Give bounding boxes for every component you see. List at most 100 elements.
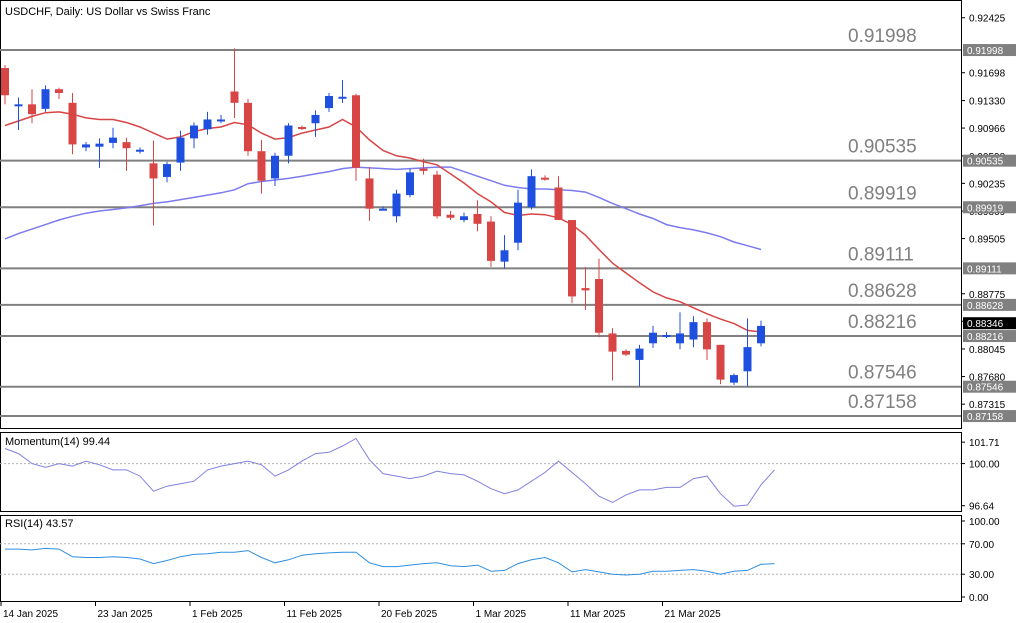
time-tick-label: 14 Jan 2025 [3, 609, 58, 620]
candle-body [595, 279, 603, 333]
candle-body [743, 347, 752, 372]
rsi-tick-label: 0.00 [969, 593, 989, 604]
level-label: 0.87546 [848, 363, 917, 384]
level-label: 0.89111 [848, 244, 914, 265]
time-tick-label: 23 Jan 2025 [98, 609, 153, 620]
rsi-tick-label: 100.00 [969, 517, 1000, 528]
level-price-tag-label: 0.87546 [967, 383, 1004, 394]
rsi-panel-frame [0, 515, 962, 602]
level-price-tag [963, 262, 1016, 275]
candle-body [109, 137, 117, 143]
level-label: 0.90535 [848, 137, 917, 158]
candle-body [338, 96, 347, 99]
momentum-tick-label: 100.00 [969, 460, 1000, 471]
level-price-tag [963, 298, 1016, 311]
chart-title: USDCHF, Daily: US Dollar vs Swiss Franc [5, 6, 211, 18]
price-tick-label: 0.91698 [969, 69, 1006, 80]
rsi-title: RSI(14) 43.57 [5, 518, 73, 530]
candle-body [41, 89, 50, 109]
ma-fast-line [4, 111, 762, 333]
level-price-tag [963, 154, 1016, 167]
candle-body [68, 102, 77, 145]
rsi-tick-label: 70.00 [969, 540, 994, 551]
candle-body [163, 164, 171, 177]
candle-body [271, 155, 279, 179]
rsi-tick-label: 30.00 [969, 570, 994, 581]
price-tick-label: 0.92425 [969, 14, 1006, 25]
level-price-tag-label: 0.89919 [967, 203, 1004, 214]
candle-body [190, 125, 198, 139]
momentum-tick-label: 96.64 [969, 502, 994, 513]
candle-body [365, 178, 374, 209]
candle-body [311, 114, 320, 124]
candle-body [176, 137, 185, 163]
candle-body [703, 322, 711, 350]
candle-body [149, 163, 158, 179]
candle-body [1, 68, 9, 96]
candle-body [716, 344, 725, 380]
level-price-tag-label: 0.88216 [967, 332, 1004, 343]
level-price-tag [963, 380, 1016, 393]
level-price-tag [963, 44, 1016, 57]
candle-body [325, 96, 333, 109]
level-label: 0.88216 [848, 312, 917, 333]
price-tick-label: 0.87315 [969, 400, 1006, 411]
candle-body [757, 325, 765, 344]
momentum-title: Momentum(14) 99.44 [5, 436, 110, 448]
candle-body [460, 216, 468, 221]
level-label: 0.87158 [848, 392, 917, 413]
level-label: 0.91998 [848, 26, 917, 47]
candle-body [82, 144, 90, 148]
candle-body [541, 177, 549, 180]
candle-body [352, 95, 360, 168]
level-price-tag-label: 0.90535 [967, 157, 1004, 168]
candle-body [514, 202, 522, 243]
candle-body [55, 89, 63, 93]
candle-body [608, 333, 617, 352]
price-tick-label: 0.88775 [969, 290, 1006, 301]
candle-body [379, 208, 387, 211]
level-price-tag-label: 0.89111 [967, 264, 1002, 275]
candle-body [14, 104, 23, 107]
candle-body [230, 91, 239, 103]
candle-body [568, 220, 576, 297]
level-price-tag-label: 0.91998 [967, 46, 1004, 57]
candle-body [730, 375, 738, 383]
candle-body [622, 350, 630, 355]
candle-body [554, 187, 563, 221]
candle-body [473, 213, 482, 224]
momentum-line [4, 437, 775, 507]
level-price-tag-label: 0.88628 [967, 301, 1004, 312]
candle-body [581, 288, 590, 291]
time-tick-label: 20 Feb 2025 [381, 609, 438, 620]
time-tick-label: 1 Feb 2025 [192, 609, 243, 620]
level-price-tag [963, 330, 1016, 343]
candle-body [527, 176, 536, 208]
candle-body [95, 143, 104, 147]
candle-body [217, 119, 225, 122]
candle-body [635, 348, 644, 360]
candle-body [487, 221, 495, 261]
time-tick-label: 1 Mar 2025 [476, 609, 527, 620]
candle-body [28, 104, 36, 115]
candle-body [446, 214, 455, 218]
time-tick-label: 11 Mar 2025 [570, 609, 626, 620]
candle-body [500, 250, 509, 262]
price-tick-label: 0.89505 [969, 235, 1006, 246]
candle-body [244, 102, 252, 152]
candle-body [136, 149, 144, 152]
time-tick-label: 11 Feb 2025 [287, 609, 343, 620]
rsi-line [5, 547, 775, 576]
time-tick-label: 21 Mar 2025 [665, 609, 722, 620]
candle-body [419, 168, 428, 171]
current-price-tag [963, 317, 1016, 330]
price-tick-label: 0.91330 [969, 97, 1006, 108]
price-tick-label: 0.87680 [969, 373, 1006, 384]
level-price-tag [963, 201, 1016, 214]
candle-body [433, 174, 441, 217]
candle-body [392, 193, 401, 217]
candle-body [122, 142, 131, 149]
candle-body [406, 172, 414, 196]
candle-body [257, 151, 266, 181]
